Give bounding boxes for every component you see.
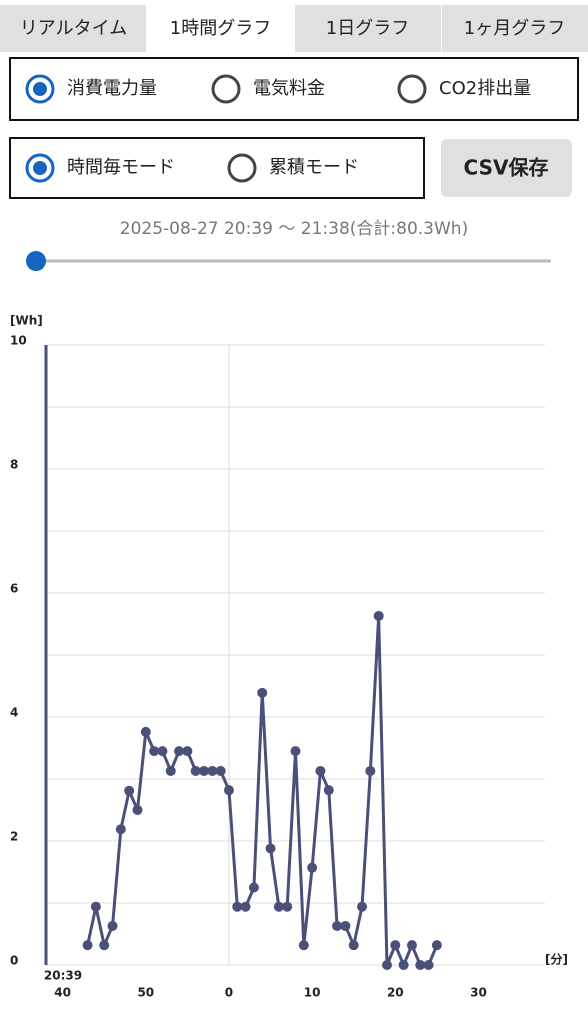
x-tick-label: 20 — [387, 986, 404, 1000]
data-point — [190, 765, 201, 776]
x-tick-label: 40 — [54, 986, 71, 1000]
data-point — [223, 785, 234, 796]
data-point — [199, 765, 210, 776]
data-point — [257, 687, 268, 698]
slider-thumb[interactable] — [26, 251, 46, 271]
x-start-label: 20:39 — [44, 969, 82, 983]
data-point — [174, 746, 185, 757]
y-tick-label: 4 — [10, 706, 18, 720]
y-tick-label: 0 — [10, 954, 18, 968]
data-point — [215, 765, 226, 776]
data-point — [340, 920, 351, 931]
radio-dot[interactable] — [33, 82, 47, 96]
unit-box — [9, 57, 579, 121]
tab[interactable] — [442, 5, 588, 52]
data-point — [90, 901, 101, 912]
tab-label[interactable]: 1時間グラフ — [170, 18, 271, 39]
data-point — [406, 940, 417, 951]
mode-box — [9, 137, 425, 199]
tab-label[interactable]: 1日グラフ — [326, 18, 409, 39]
data-point — [182, 746, 193, 757]
tab-label[interactable]: リアルタイム — [20, 18, 127, 39]
radio[interactable] — [397, 74, 427, 104]
data-point — [431, 940, 442, 951]
y-axis-label: [Wh] — [10, 314, 43, 328]
tab[interactable] — [295, 5, 441, 52]
data-point — [323, 785, 334, 796]
x-tick-label: 10 — [304, 986, 321, 1000]
x-tick-label: 50 — [137, 986, 154, 1000]
radio[interactable] — [227, 153, 257, 183]
data-point — [82, 940, 93, 951]
radio-label[interactable]: 電気料金 — [253, 78, 325, 99]
data-point — [207, 765, 218, 776]
data-point — [381, 960, 392, 970]
y-tick-label: 6 — [10, 582, 18, 596]
data-point — [282, 901, 293, 912]
data-point — [373, 610, 384, 621]
data-point — [290, 746, 301, 757]
radio-label[interactable]: 時間毎モード — [67, 157, 175, 178]
data-point — [273, 901, 284, 912]
csv-button-label[interactable]: CSV保存 — [464, 156, 549, 180]
radio-label[interactable]: CO2排出量 — [439, 78, 531, 99]
data-point — [232, 901, 243, 912]
data-point — [149, 746, 160, 757]
data-point — [165, 765, 176, 776]
radio-label[interactable]: 累積モード — [269, 157, 359, 178]
radio-dot[interactable] — [33, 161, 47, 175]
x-axis-label: [分] — [545, 952, 568, 967]
data-point — [99, 940, 110, 951]
tab[interactable] — [148, 5, 294, 52]
data-point — [248, 882, 259, 893]
data-point — [265, 843, 276, 854]
data-point — [390, 940, 401, 951]
y-tick-label: 8 — [10, 458, 18, 472]
radio[interactable] — [25, 153, 55, 183]
radio[interactable] — [25, 74, 55, 104]
data-point — [157, 746, 168, 757]
data-point — [240, 901, 251, 912]
data-point — [315, 765, 326, 776]
data-line — [86, 615, 439, 969]
data-point — [107, 920, 118, 931]
tab[interactable] — [0, 5, 146, 52]
data-point — [140, 726, 151, 737]
x-tick-label: 30 — [470, 986, 487, 1000]
range-text: 2025-08-27 20:39 〜 21:38(合計:80.3Wh) — [120, 219, 468, 239]
data-point — [415, 960, 426, 970]
y-tick-label: 2 — [10, 830, 18, 844]
data-point — [348, 940, 359, 951]
data-point — [298, 940, 309, 951]
data-point — [423, 960, 434, 970]
data-point — [357, 901, 368, 912]
data-point — [124, 785, 135, 796]
y-tick-label: 10 — [10, 334, 27, 348]
data-point — [398, 960, 409, 970]
data-point — [132, 805, 143, 815]
x-tick-label: 0 — [225, 986, 233, 1000]
data-point — [332, 920, 343, 931]
csv-button[interactable] — [441, 139, 572, 197]
data-point — [307, 862, 318, 873]
data-point — [115, 824, 126, 835]
data-point — [365, 765, 376, 776]
radio[interactable] — [211, 74, 241, 104]
radio-label[interactable]: 消費電力量 — [67, 78, 157, 99]
tab-label[interactable]: 1ヶ月グラフ — [464, 18, 565, 39]
